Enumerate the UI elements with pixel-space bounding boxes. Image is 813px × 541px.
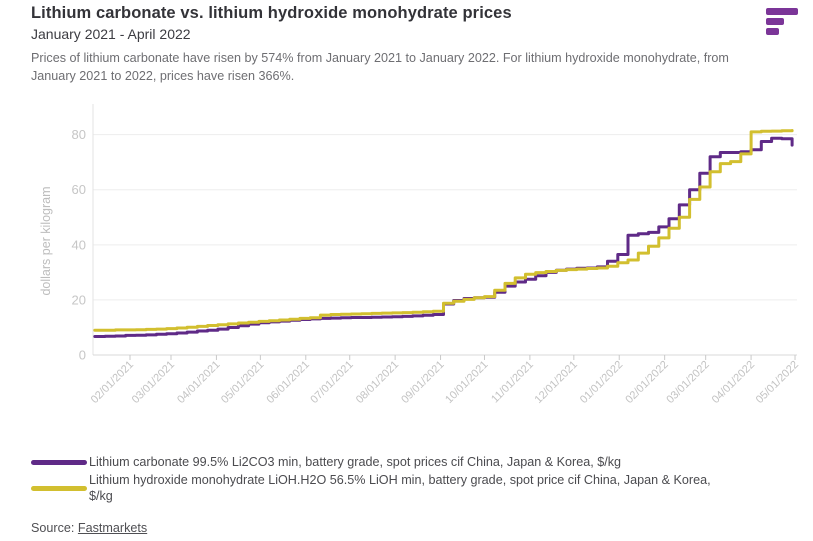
x-tick-label: 05/01/2021 (219, 359, 266, 406)
x-tick-label: 10/01/2021 (443, 359, 490, 406)
x-tick-label: 07/01/2021 (308, 359, 355, 406)
logo-bar-middle (766, 18, 784, 25)
x-tick-label: 01/01/2022 (578, 359, 625, 406)
y-tick-label: 20 (72, 292, 86, 307)
legend-item-lithium-carbonate: Lithium carbonate 99.5% Li2CO3 min, batt… (31, 454, 734, 471)
x-tick-label: 11/01/2021 (489, 359, 536, 406)
x-tick-label: 04/01/2021 (175, 359, 222, 406)
logo-bar-bottom (766, 28, 779, 35)
x-tick-label: 02/01/2022 (623, 359, 670, 406)
x-tick-label: 12/01/2021 (533, 359, 580, 406)
x-tick-label: 09/01/2021 (399, 359, 446, 406)
legend-item-lithium-hydroxide: Lithium hydroxide monohydrate LiOH.H2O 5… (31, 472, 734, 505)
y-tick-label: 60 (72, 182, 86, 197)
y-axis-labels: 0 20 40 60 80 (72, 127, 86, 362)
hydroxide-series-line (93, 129, 794, 332)
chart-subtitle: January 2021 - April 2022 (31, 26, 191, 42)
x-tick-label: 03/01/2022 (664, 359, 711, 406)
y-tick-label: 0 (79, 348, 86, 363)
legend-swatch-hydroxide-icon (31, 485, 87, 491)
y-tick-label: 40 (72, 237, 86, 252)
chart-title: Lithium carbonate vs. lithium hydroxide … (31, 4, 512, 22)
legend-label-hydroxide: Lithium hydroxide monohydrate LiOH.H2O 5… (89, 472, 711, 504)
chart-description: Prices of lithium carbonate have risen b… (31, 51, 729, 83)
source-prefix: Source: (31, 521, 78, 535)
x-tick-label: 02/01/2021 (89, 359, 136, 406)
logo-bar-top (766, 8, 798, 15)
x-axis-labels: 02/01/202103/01/202104/01/202105/01/2021… (89, 355, 801, 406)
y-axis-title: dollars per kilogram (39, 186, 53, 295)
legend-swatch-carbonate-icon (31, 459, 87, 465)
source-line: Source: Fastmarkets (31, 521, 147, 535)
y-tick-label: 80 (72, 127, 86, 142)
legend-label-carbonate: Lithium carbonate 99.5% Li2CO3 min, batt… (89, 455, 622, 469)
x-tick-label: 03/01/2021 (130, 359, 177, 406)
source-link[interactable]: Fastmarkets (77, 521, 148, 535)
fastmarkets-logo (766, 8, 798, 35)
x-tick-label: 06/01/2021 (264, 359, 311, 406)
chart-legend: Lithium carbonate 99.5% Li2CO3 min, batt… (31, 454, 734, 505)
price-chart-svg: 02/01/202103/01/202104/01/202105/01/2021… (39, 104, 801, 406)
x-tick-label: 08/01/2021 (354, 359, 401, 406)
gridlines (93, 134, 797, 301)
price-chart: 02/01/2021 03/01/2021 04/01/2021 05/01/2021… (0, 96, 813, 448)
x-tick-label: 05/01/2022 (754, 359, 801, 406)
x-tick-label: 04/01/2022 (710, 359, 757, 406)
